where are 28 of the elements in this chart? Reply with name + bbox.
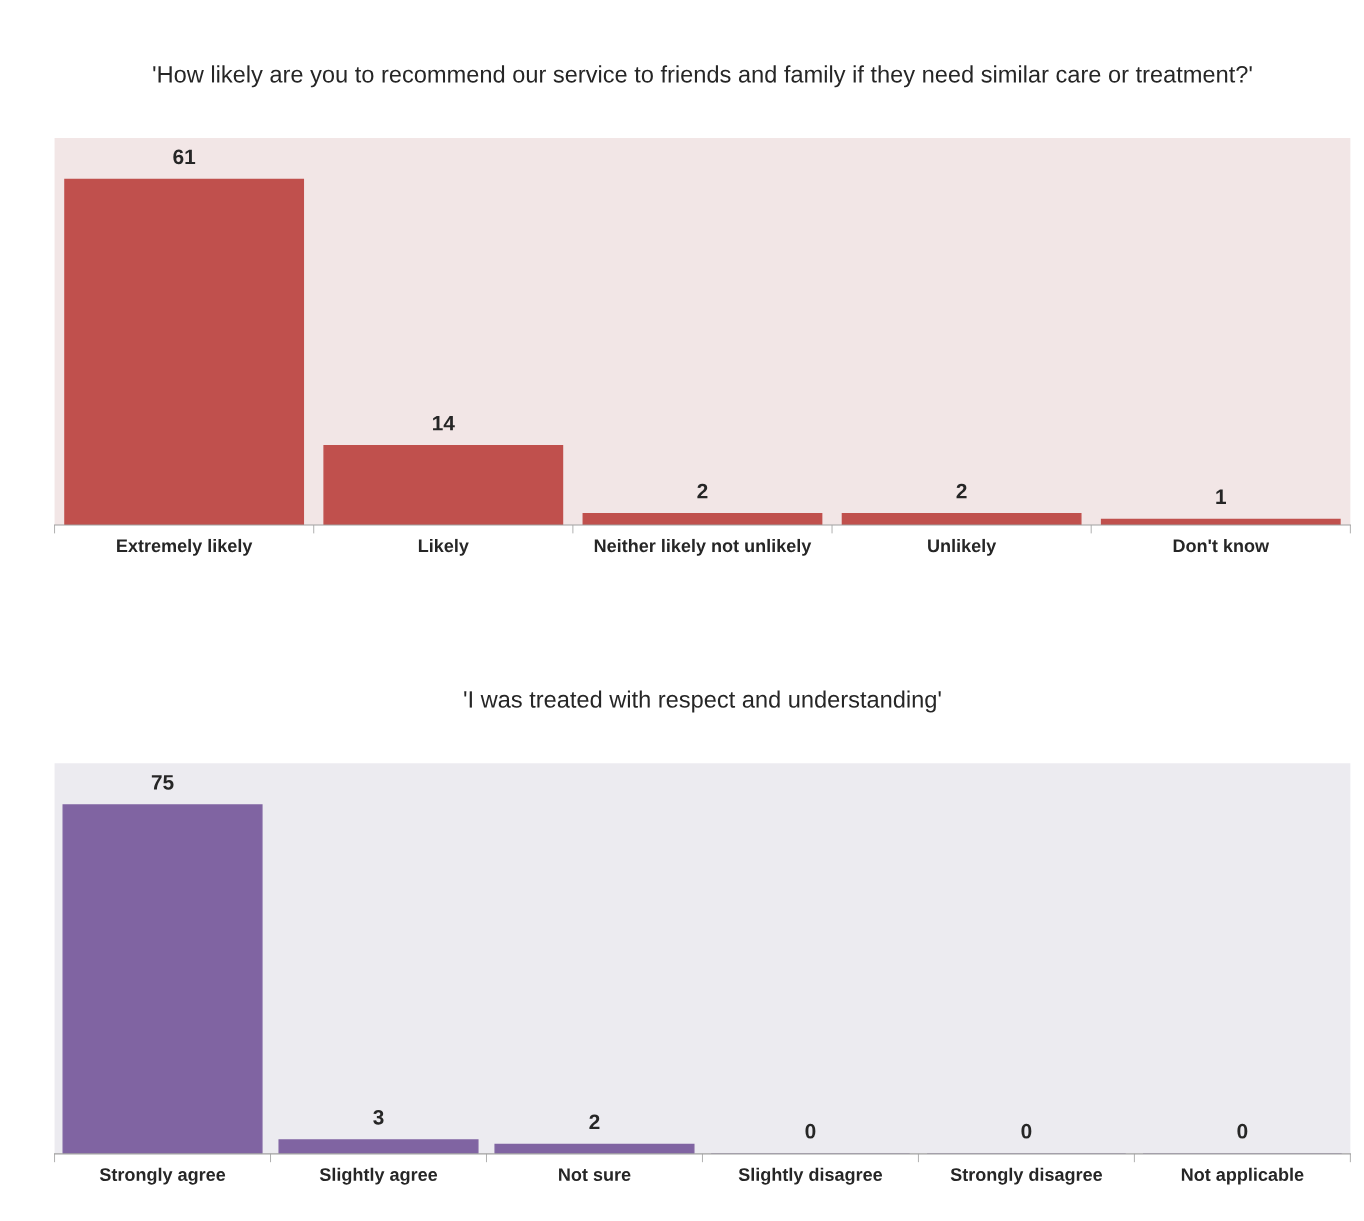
data-label: 75: [151, 775, 174, 790]
bar: [64, 178, 305, 526]
bar: [582, 513, 823, 526]
data-label: 2: [589, 1114, 600, 1130]
x-tick-label: Not sure: [559, 1168, 631, 1181]
data-label: 61: [173, 149, 196, 165]
data-label: 2: [697, 483, 708, 499]
data-label: 14: [433, 415, 455, 431]
data-label: 3: [373, 1109, 384, 1125]
x-tick-label: Strongly agree: [99, 1167, 226, 1185]
bar: [841, 513, 1082, 526]
data-label: 0: [1021, 1123, 1032, 1139]
x-tick-label: Neither likely not unlikely: [594, 538, 812, 556]
data-label: 2: [956, 483, 967, 499]
chart-title: 'How likely are you to recommend our service to friends and family if they need similar care or treatment?': [153, 65, 1252, 88]
x-tick-label: Not applicable: [1181, 1167, 1304, 1185]
x-tick-label: Unlikely: [928, 538, 997, 556]
chart-title: 'I was treated with respect and understanding': [464, 690, 941, 713]
x-tick-label: Slightly agree: [319, 1167, 438, 1185]
x-tick-label: Likely: [418, 538, 469, 556]
x-tick-label: Strongly disagree: [950, 1167, 1103, 1185]
x-tick-label: Don't know: [1173, 538, 1270, 553]
x-tick-label: Extremely likely: [117, 538, 253, 556]
data-label: 1: [1216, 489, 1226, 504]
data-label: 0: [805, 1123, 816, 1139]
data-label: 0: [1237, 1123, 1248, 1139]
bar: [323, 445, 564, 526]
x-tick-label: Slightly disagree: [738, 1167, 883, 1185]
